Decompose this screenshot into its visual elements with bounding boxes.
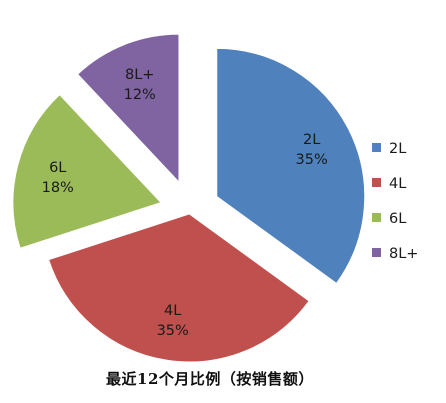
legend-swatch: [372, 178, 381, 187]
slices-layer: [12, 33, 366, 363]
legend-swatch: [372, 143, 381, 152]
legend: 2L 4L 6L 8L+: [372, 141, 418, 262]
pie-slice-2l: [216, 47, 366, 285]
slice-percent-label: 35%: [296, 152, 328, 168]
slice-category-label: 8L+: [125, 67, 154, 83]
pie-slice-4l: [47, 213, 310, 363]
legend-label: 6L: [389, 211, 406, 227]
labels-layer: 2L 35% 4L 35% 6L 18% 8L+ 12%: [42, 67, 328, 339]
slice-percent-label: 18%: [42, 180, 74, 196]
slice-percent-label: 12%: [124, 87, 156, 103]
slice-category-label: 4L: [164, 303, 181, 319]
legend-swatch: [372, 248, 381, 257]
pie-slice-6l: [12, 93, 162, 249]
legend-label: 2L: [389, 141, 406, 157]
legend-label: 4L: [389, 176, 406, 192]
slice-category-label: 6L: [49, 160, 66, 176]
pie-slice-8lplus: [76, 33, 180, 184]
legend-label: 8L+: [389, 246, 418, 262]
chart-title: 最近12个月比例（按销售额）: [106, 370, 314, 388]
slice-category-label: 2L: [303, 132, 320, 148]
legend-swatch: [372, 213, 381, 222]
slice-percent-label: 35%: [157, 323, 189, 339]
